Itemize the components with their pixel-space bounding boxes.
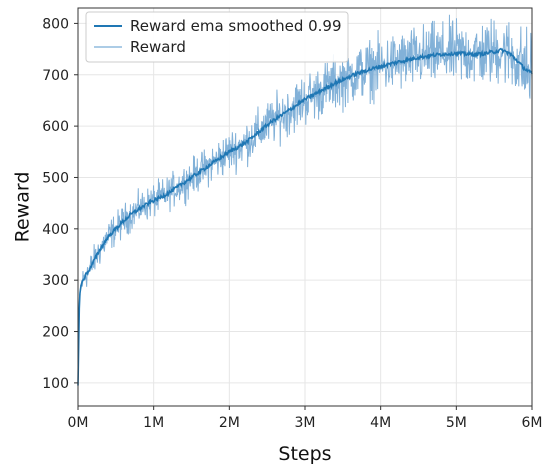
x-tick-label: 4M <box>370 415 391 431</box>
x-tick-label: 3M <box>295 415 316 431</box>
y-tick-label: 500 <box>42 170 69 186</box>
y-axis-label: Reward <box>12 172 34 243</box>
x-tick-label: 5M <box>446 415 467 431</box>
x-tick-label: 2M <box>219 415 240 431</box>
series-layer <box>77 14 533 386</box>
y-tick-label: 800 <box>42 16 69 32</box>
legend-label-ema: Reward ema smoothed 0.99 <box>130 17 342 35</box>
series-ema-line <box>77 47 533 386</box>
x-tick-label: 0M <box>68 415 89 431</box>
x-tick-label: 6M <box>522 415 543 431</box>
y-tick-label: 300 <box>42 273 69 289</box>
legend-box <box>85 11 349 63</box>
y-tick-label: 400 <box>42 222 69 238</box>
y-tick-label: 200 <box>42 325 69 341</box>
grid-lines <box>77 8 533 406</box>
legend-label-reward: Reward <box>130 38 186 56</box>
y-tick-label: 100 <box>42 376 69 392</box>
x-tick-label: 1M <box>143 415 164 431</box>
y-axis-ticks: 100 200 300 400 500 600 700 800 <box>42 16 78 392</box>
y-tick-label: 700 <box>42 68 69 84</box>
y-tick-label: 600 <box>42 119 69 135</box>
x-axis-label: Steps <box>278 443 331 465</box>
x-axis-ticks: 0M 1M 2M 3M 4M 5M 6M <box>68 406 543 431</box>
legend: Reward ema smoothed 0.99 Reward <box>85 11 349 63</box>
